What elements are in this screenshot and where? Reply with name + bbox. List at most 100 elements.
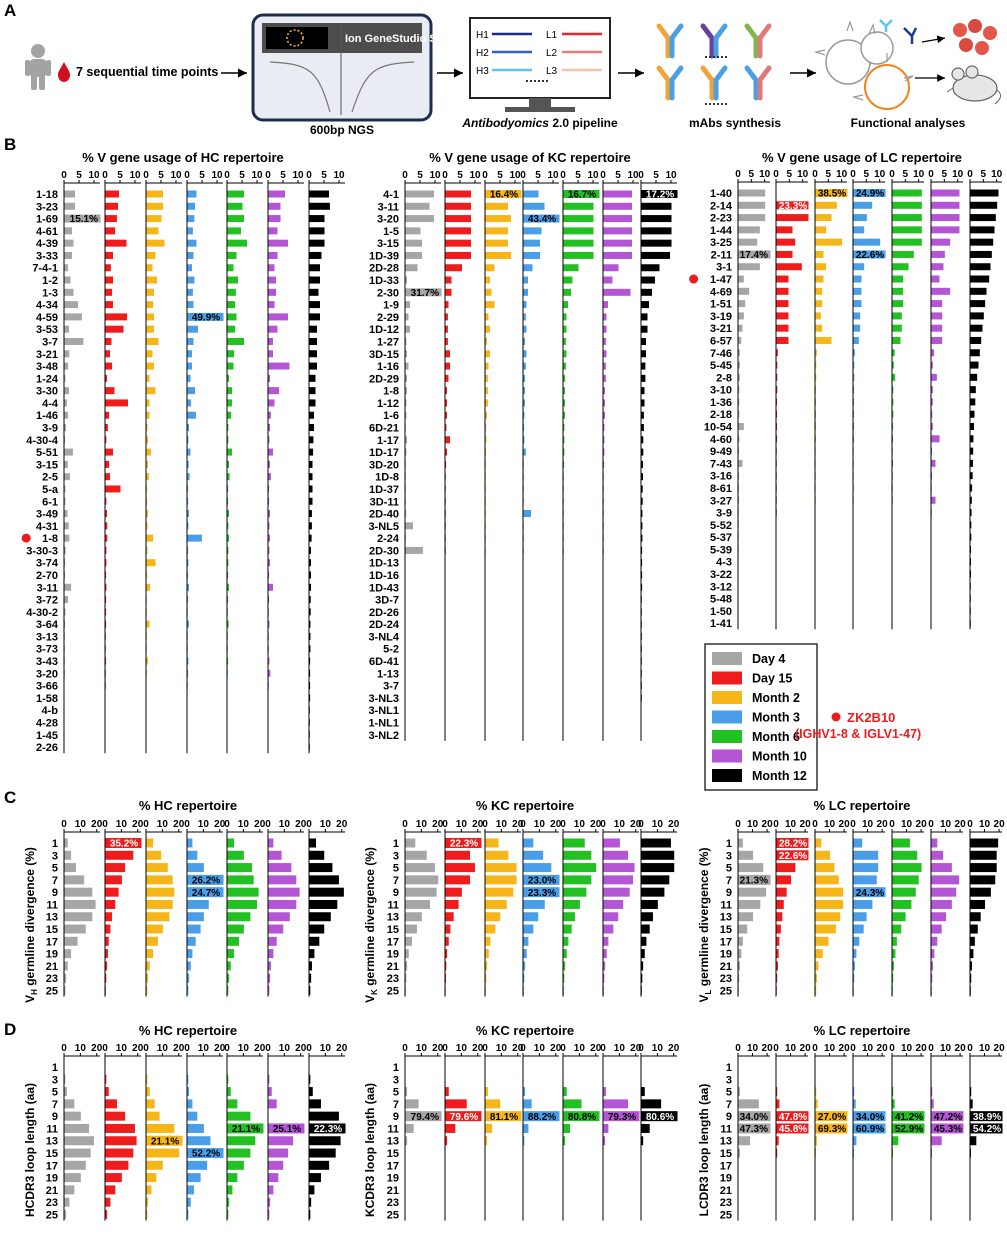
bar	[971, 875, 996, 884]
data-label: 81.1%	[490, 1112, 518, 1123]
tick-label: 0	[442, 1043, 448, 1054]
bar	[777, 300, 789, 307]
bar	[228, 387, 233, 394]
bar	[188, 863, 204, 872]
bar	[642, 900, 658, 909]
bar	[777, 925, 781, 934]
category-label: 1-41	[710, 618, 732, 630]
category-label: 3-48	[36, 361, 58, 373]
bar	[777, 362, 778, 369]
bar	[106, 851, 134, 860]
bar	[524, 900, 545, 909]
tick-label: 20	[132, 819, 144, 830]
bar	[65, 399, 67, 406]
bar	[932, 190, 960, 197]
bar	[739, 1136, 751, 1145]
bar	[971, 202, 998, 209]
bar	[739, 448, 740, 455]
bar	[932, 900, 952, 909]
bar	[65, 473, 70, 480]
bar	[188, 961, 191, 970]
category-label: 3D-15	[369, 349, 399, 361]
bar	[310, 925, 325, 934]
bar	[604, 888, 630, 897]
bar	[446, 264, 463, 271]
bar	[147, 863, 168, 872]
bar	[310, 608, 311, 615]
category-label: 3	[393, 1074, 399, 1086]
category-label: 7-43	[710, 458, 732, 470]
h1-label: H1	[476, 30, 489, 41]
tick-label: 10	[652, 819, 664, 830]
tick-label: 10	[862, 819, 874, 830]
bar	[971, 398, 976, 405]
bar	[269, 350, 274, 357]
bar	[971, 1136, 977, 1145]
bar	[564, 449, 565, 456]
bar	[816, 888, 844, 897]
bar	[188, 510, 190, 517]
bar	[739, 472, 740, 479]
category-label: 1-69	[36, 214, 58, 226]
bar	[65, 387, 70, 394]
tick-label: 0	[143, 170, 149, 181]
bar	[777, 214, 809, 221]
bar	[564, 888, 587, 897]
bar	[406, 547, 423, 554]
bar	[147, 326, 155, 333]
category-label: 3-23	[36, 201, 58, 213]
bar	[269, 1099, 277, 1108]
bar	[65, 974, 67, 983]
bar	[971, 239, 994, 246]
bar	[854, 214, 867, 221]
tick-label: 10	[198, 819, 210, 830]
bar	[310, 326, 318, 333]
tick-label: 0	[889, 1043, 895, 1054]
bar	[147, 473, 149, 480]
bar	[604, 203, 633, 210]
tick-label: 0	[735, 169, 741, 180]
bar	[893, 263, 909, 270]
bar	[269, 1149, 289, 1158]
bar	[816, 226, 827, 233]
legend-label: Month 3	[752, 711, 800, 725]
data-label: 23.3%	[779, 201, 807, 212]
bar	[816, 961, 819, 970]
bar	[893, 1099, 895, 1108]
data-label: 45.8%	[779, 1124, 807, 1135]
category-label: 23	[720, 973, 732, 985]
bar	[816, 974, 817, 983]
bar	[269, 252, 278, 259]
tick-label: 0	[735, 1043, 741, 1054]
bar	[642, 203, 672, 210]
tick-label: 0	[184, 170, 190, 181]
bar	[406, 974, 407, 983]
tick-label: 0	[402, 819, 408, 830]
bar	[446, 277, 452, 284]
bar	[777, 239, 796, 246]
bar	[642, 449, 644, 456]
bar	[310, 215, 325, 222]
bar	[604, 363, 606, 370]
bar	[816, 435, 817, 442]
bar	[106, 424, 108, 431]
bar	[188, 399, 192, 406]
bar	[893, 276, 904, 283]
tick-label: 0	[773, 169, 779, 180]
bar	[642, 498, 643, 505]
bar	[106, 387, 115, 394]
bar	[106, 289, 113, 296]
category-label: 1-44	[710, 225, 733, 237]
bar	[524, 449, 526, 456]
bar	[971, 276, 990, 283]
y-axis-title: VH germline divergence (%)	[23, 847, 39, 1003]
bar	[486, 449, 487, 456]
category-label: 1D-17	[369, 447, 399, 459]
bar	[310, 1112, 339, 1121]
category-label: 13	[720, 1136, 732, 1148]
